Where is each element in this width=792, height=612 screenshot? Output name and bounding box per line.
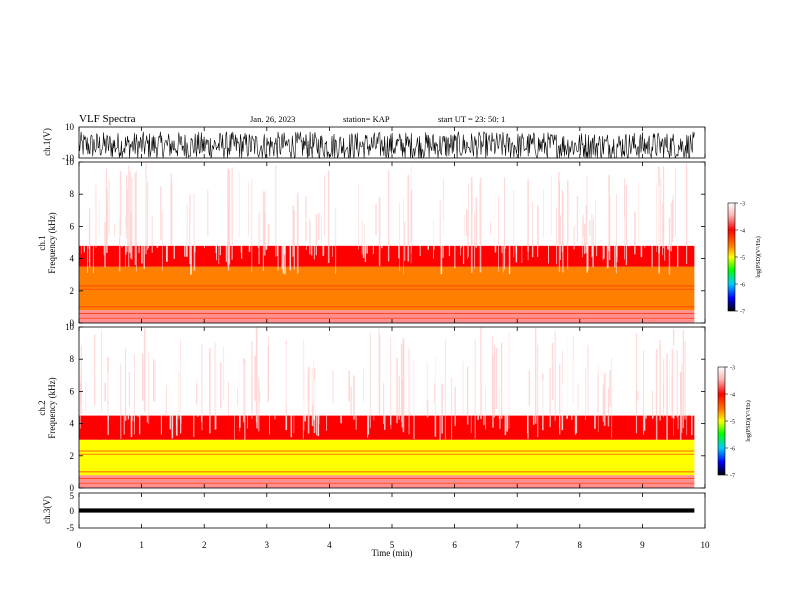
x-tick-label: 10 bbox=[701, 540, 711, 550]
ch1-colorbar-ticks: -3 -4 -5 -6 -7 bbox=[735, 202, 745, 316]
y-tick-label: 2 bbox=[70, 286, 75, 296]
colorbar-tick-label: -3 bbox=[730, 366, 735, 372]
start-ut-label: start UT = 23: 50: 1 bbox=[438, 114, 505, 124]
ch3-waveform-ylabel: ch.3(V) bbox=[42, 496, 52, 524]
x-tick-label: 7 bbox=[515, 540, 520, 550]
ch3-tick-top: 5 bbox=[70, 491, 75, 501]
time-axis-label: Time (min) bbox=[372, 548, 413, 558]
ch2-spectrogram-yticks: 0 2 4 6 8 10 bbox=[65, 322, 705, 493]
x-tick-label: 0 bbox=[77, 540, 82, 550]
y-tick-label: 8 bbox=[70, 189, 75, 199]
ch1-spectrogram-panel: 0 2 4 6 8 10 ch.1 Frequency (kHz) bbox=[37, 157, 706, 328]
colorbar-tick-label: -4 bbox=[740, 229, 745, 235]
spectrogram-band bbox=[79, 310, 695, 323]
x-tick-label: 2 bbox=[202, 540, 207, 550]
time-axis-ticks: 0 1 2 3 4 5 6 7 8 9 10 bbox=[77, 127, 710, 550]
colorbar-tick-label: -7 bbox=[730, 474, 735, 480]
ch1-colorbar: -3 -4 -5 -6 -7 log(PSD)(V²/Hz) bbox=[727, 202, 762, 316]
x-tick-label: 4 bbox=[327, 540, 332, 550]
waveform-line bbox=[78, 131, 695, 160]
colorbar-tick-label: -4 bbox=[730, 393, 735, 399]
ch3-tick-middle: 0 bbox=[70, 506, 75, 516]
ch2-colorbar-gradient bbox=[717, 366, 726, 476]
y-tick-label: 4 bbox=[70, 254, 75, 264]
spectrogram-band bbox=[79, 245, 695, 267]
ch2-spectrogram-image bbox=[79, 327, 695, 488]
ch2-spec-ylabel-channel: ch.2 bbox=[37, 400, 47, 415]
ch3-tick-bottom: -5 bbox=[67, 523, 75, 533]
spectrogram-band bbox=[79, 415, 695, 440]
ch1-colorbar-label: log(PSD)(V²/Hz) bbox=[755, 236, 762, 277]
ch2-colorbar-ticks: -3 -4 -5 -6 -7 bbox=[725, 366, 735, 480]
x-tick-label: 8 bbox=[578, 540, 583, 550]
y-tick-label: 0 bbox=[70, 483, 75, 493]
ch1-spec-ylabel-frequency: Frequency (kHz) bbox=[47, 212, 57, 273]
ch1-spectrogram-yticks: 0 2 4 6 8 10 bbox=[65, 157, 705, 328]
x-tick-label: 1 bbox=[139, 540, 144, 550]
ch1-waveform-ylabel: ch.1(V) bbox=[42, 128, 52, 156]
x-tick-label: 5 bbox=[390, 540, 395, 550]
colorbar-tick-label: -5 bbox=[730, 420, 735, 426]
spectrogram-band bbox=[79, 327, 695, 416]
y-tick-label: 2 bbox=[70, 451, 75, 461]
ch3-waveform-band bbox=[79, 508, 695, 513]
y-tick-label: 8 bbox=[70, 354, 75, 364]
x-tick-label: 9 bbox=[640, 540, 645, 550]
spectrogram-band bbox=[79, 439, 695, 476]
y-tick-label: 6 bbox=[70, 221, 75, 231]
spectrogram-band bbox=[79, 266, 695, 311]
ch2-spec-ylabel-frequency: Frequency (kHz) bbox=[47, 377, 57, 438]
colorbar-tick-label: -3 bbox=[740, 202, 745, 208]
ch1-tick-top: 10 bbox=[65, 122, 75, 132]
ch1-tick-bottom: -10 bbox=[62, 153, 74, 163]
y-tick-label: 0 bbox=[70, 318, 75, 328]
colorbar-tick-label: -7 bbox=[740, 310, 745, 316]
station-label: station= KAP bbox=[343, 114, 390, 124]
y-tick-label: 10 bbox=[65, 157, 75, 167]
ch3-waveform-trace bbox=[79, 508, 695, 513]
ch2-colorbar: -3 -4 -5 -6 -7 log(PSD)(V²/Hz) bbox=[717, 366, 752, 480]
colorbar-tick-label: -5 bbox=[740, 256, 745, 262]
ch1-spectrogram-image bbox=[79, 162, 695, 323]
x-tick-label: 3 bbox=[265, 540, 270, 550]
ch1-colorbar-gradient bbox=[727, 202, 736, 312]
y-tick-label: 6 bbox=[70, 386, 75, 396]
ch1-waveform-trace bbox=[78, 131, 695, 160]
spectrogram-band bbox=[79, 475, 695, 488]
date-label: Jan. 26, 2023 bbox=[250, 114, 295, 124]
ch2-colorbar-label: log(PSD)(V²/Hz) bbox=[745, 400, 752, 441]
colorbar-tick-label: -6 bbox=[740, 283, 745, 289]
y-tick-label: 10 bbox=[65, 322, 75, 332]
colorbar-tick-label: -6 bbox=[730, 447, 735, 453]
figure-title: VLF Spectra bbox=[79, 113, 136, 125]
ch2-spectrogram-panel: 0 2 4 6 8 10 ch.2 Frequency (kHz) bbox=[37, 322, 706, 493]
y-tick-label: 4 bbox=[70, 419, 75, 429]
x-tick-label: 6 bbox=[452, 540, 457, 550]
ch1-spec-ylabel-channel: ch.1 bbox=[37, 235, 47, 250]
